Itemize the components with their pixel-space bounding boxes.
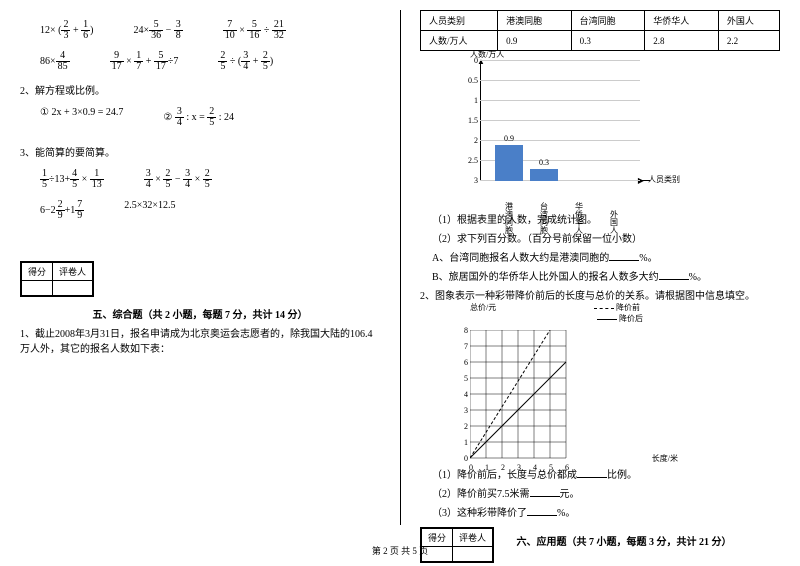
expr-3a: 15÷13+45 × 113 bbox=[40, 169, 104, 190]
blank bbox=[577, 477, 607, 478]
expr-3d: 2.5×32×12.5 bbox=[124, 200, 175, 221]
expr-1a: 12× (23 + 16) bbox=[40, 20, 93, 41]
q2b: ② 34 : x = 25 : 24 bbox=[163, 107, 234, 128]
score-box: 得分评卷人 bbox=[20, 261, 94, 297]
th: 台湾同胞 bbox=[571, 11, 645, 31]
q2a: ① 2x + 3×0.9 = 24.7 bbox=[40, 107, 123, 128]
data-table: 人员类别 港澳同胞 台湾同胞 华侨华人 外国人 人数/万人 0.9 0.3 2.… bbox=[420, 10, 780, 51]
page: 12× (23 + 16) 24×536 − 38 710 × 516 ÷ 21… bbox=[0, 0, 800, 565]
q2-title: 2、解方程或比例。 bbox=[20, 82, 380, 97]
math-row-1: 12× (23 + 16) 24×536 − 38 710 × 516 ÷ 21… bbox=[20, 20, 380, 41]
expr-3b: 34 × 25 − 34 × 25 bbox=[144, 169, 212, 190]
r2: （2）降价前买7.5米需元。 bbox=[432, 485, 780, 500]
lc-ylabel: 总价/元 bbox=[470, 302, 496, 313]
q1-1: （1）根据表里的人数，完成统计图。 bbox=[432, 211, 780, 226]
expr-2b: 917 × 17 + 517÷7 bbox=[110, 51, 179, 72]
legend: 降价前 总价/元 降价后 bbox=[460, 302, 780, 324]
expr-2c: 25 ÷ (34 + 25) bbox=[218, 51, 273, 72]
score-r: 评卷人 bbox=[53, 263, 93, 281]
expr-3c: 6−229+179 bbox=[40, 200, 84, 221]
solid-icon bbox=[597, 319, 617, 320]
page-footer: 第 2 页 共 5 页 bbox=[0, 544, 800, 557]
lc-xlabel: 长度/米 bbox=[652, 453, 678, 464]
p1-text: 1、截止2008年3月31日，报名申请成为北京奥运会志愿者的，除我国大陆的106… bbox=[20, 327, 380, 357]
score-l: 得分 bbox=[22, 263, 53, 281]
line-chart: 012345678 0123456 长度/米 bbox=[470, 330, 640, 460]
td: 2.2 bbox=[718, 31, 779, 51]
q3-row2: 6−229+179 2.5×32×12.5 bbox=[20, 200, 380, 221]
sect5-title: 五、综合题（共 2 小题，每题 7 分，共计 14 分） bbox=[20, 306, 380, 321]
math-row-2: 86×485 917 × 17 + 517÷7 25 ÷ (34 + 25) bbox=[20, 51, 380, 72]
table-row: 人数/万人 0.9 0.3 2.8 2.2 bbox=[421, 31, 780, 51]
sect5-block: 得分评卷人 bbox=[20, 261, 380, 300]
blank bbox=[609, 260, 639, 261]
expr-2a: 86×485 bbox=[40, 51, 70, 72]
blank bbox=[659, 279, 689, 280]
table-row: 人员类别 港澳同胞 台湾同胞 华侨华人 外国人 bbox=[421, 11, 780, 31]
td: 人数/万人 bbox=[421, 31, 498, 51]
grid-svg bbox=[470, 330, 640, 460]
p2-text: 2、图象表示一种彩带降价前后的长度与总价的关系。请根据图中信息填空。 bbox=[420, 287, 780, 302]
td: 0.3 bbox=[571, 31, 645, 51]
td: 2.8 bbox=[645, 31, 719, 51]
blank bbox=[530, 496, 560, 497]
dash-icon bbox=[594, 308, 614, 309]
x-label: 人员类别 bbox=[648, 174, 680, 185]
th: 人员类别 bbox=[421, 11, 498, 31]
q1-2: （2）求下列百分数。（百分号前保留一位小数） bbox=[432, 230, 780, 245]
bar-chart: 人数/万人 ▲ ▶ 人员类别 00.511.522.53 0.90.3 港澳同胞… bbox=[450, 61, 650, 201]
th: 华侨华人 bbox=[645, 11, 719, 31]
y-axis bbox=[480, 61, 481, 181]
expr-1b: 24×536 − 38 bbox=[133, 20, 182, 41]
r3: （3）这种彩带降价了%。 bbox=[432, 504, 780, 519]
blank bbox=[527, 515, 557, 516]
expr-1c: 710 × 516 ÷ 2132 bbox=[223, 20, 286, 41]
th: 外国人 bbox=[718, 11, 779, 31]
q2-row: ① 2x + 3×0.9 = 24.7 ② 34 : x = 25 : 24 bbox=[20, 107, 380, 128]
td: 0.9 bbox=[498, 31, 572, 51]
q1-2a: A、台湾同胞报名人数大约是港澳同胞的%。 bbox=[432, 249, 780, 264]
right-col: 人员类别 港澳同胞 台湾同胞 华侨华人 外国人 人数/万人 0.9 0.3 2.… bbox=[400, 0, 800, 565]
q1-2b: B、旅居国外的华侨华人比外国人的报名人数多大约%。 bbox=[432, 268, 780, 283]
q3-title: 3、能简算的要简算。 bbox=[20, 144, 380, 159]
q3-row1: 15÷13+45 × 113 34 × 25 − 34 × 25 bbox=[20, 169, 380, 190]
left-col: 12× (23 + 16) 24×536 − 38 710 × 516 ÷ 21… bbox=[0, 0, 400, 565]
th: 港澳同胞 bbox=[498, 11, 572, 31]
